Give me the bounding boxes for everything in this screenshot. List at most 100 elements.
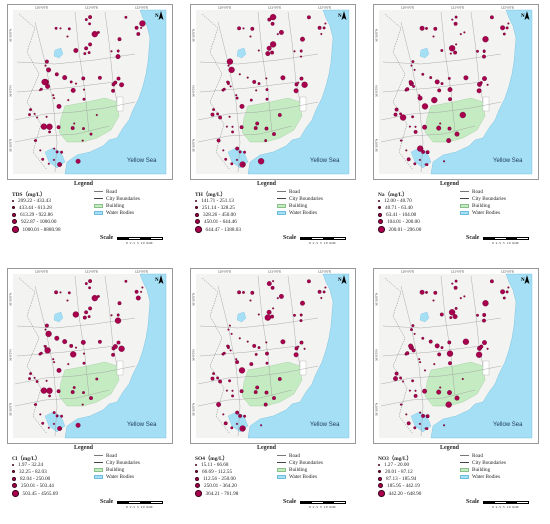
sample-point [449,52,452,55]
city-boundary [201,13,231,171]
sample-point [82,361,86,365]
sample-point [55,150,59,154]
sample-point [437,88,442,93]
sample-point [53,147,56,150]
airport [299,96,307,112]
sample-point [229,349,232,352]
sample-point [136,32,141,36]
sample-point [447,76,451,80]
sample-point [405,149,408,152]
sample-point [394,107,399,112]
sample-point [425,150,430,155]
lat-tick-label: 36°0'0"N [9,85,13,97]
sample-point [463,31,466,34]
legend-title: Legend [440,445,460,451]
sample-point [243,150,247,154]
north-arrow-icon: N [155,275,164,284]
sample-point [300,36,305,42]
sample-point [237,290,242,295]
sample-point [269,13,277,21]
sample-point [222,351,226,355]
airport [299,360,307,376]
sample-point [81,139,84,142]
reservoir [236,47,247,59]
sample-point [447,87,453,93]
sample-point [418,94,421,97]
sample-point [237,26,242,31]
scale-units: 0 2.5 5 10 KM [492,241,520,245]
sample-point [67,291,71,295]
sample-point [255,89,258,92]
sample-point [75,422,81,428]
legend-class-5: 644.47 - 1388.03 [195,226,241,233]
sample-point [270,21,275,26]
sample-point [434,343,440,349]
sample-point [486,83,489,86]
sample-point [453,21,458,26]
sample-point [56,125,61,130]
sample-point [70,87,76,93]
sample-point [411,60,415,64]
sample-point [265,361,269,365]
sea-area [430,273,533,439]
sample-point [278,293,284,299]
urban-area [58,361,120,407]
sample-point [400,403,403,406]
lat-tick-label: 36°30'0"N [192,293,196,306]
sample-point [459,297,462,300]
sample-point [276,297,279,300]
lon-tick-label: 122°0'0"E [501,6,514,10]
lon-tick-label: 120°0'0"E [401,270,414,274]
sample-point [45,83,51,89]
airport [482,96,490,112]
legend-class-4: 185.95 - 442.19 [378,482,420,489]
sample-point [265,88,269,92]
sample-point [270,285,275,290]
sample-point [413,162,417,166]
reservoir [236,311,247,323]
lat-tick-label: 36°0'0"N [375,85,379,97]
sample-point [239,125,244,130]
sample-point [414,125,417,128]
sample-point [422,388,428,394]
sample-point [393,376,398,382]
sample-point [421,103,429,110]
map-frame: 120°0'0"E 121°0'0"E 122°0'0"E 36°30'0"N 36°… [190,4,356,180]
sample-point [410,328,413,332]
sample-point [265,341,268,344]
sea-label: Yellow Sea [127,158,157,164]
sample-point [421,336,425,340]
urban-area [424,361,486,407]
legend-class-2: 32.25 - 82.03 [12,468,47,475]
sample-point [34,403,38,406]
sample-point [454,306,458,310]
sample-point [118,345,125,352]
sample-point [69,80,73,84]
sampling-points [210,279,327,432]
sample-point [80,339,86,345]
sample-point [411,324,415,328]
sample-point [299,313,303,317]
sample-point [482,54,486,59]
sample-point [462,338,470,345]
sample-point [301,81,308,88]
legend-road: Road [94,452,117,459]
sample-point [52,158,55,161]
sample-point [243,414,247,418]
sample-point [82,391,85,395]
sample-point [242,27,245,30]
sample-point [44,347,51,354]
legend-class-1: 209.22 - 433.43 [12,197,51,204]
sample-point [413,332,416,335]
sample-point [489,279,494,284]
sample-point [306,279,311,284]
sample-point [482,312,487,317]
sample-point [135,295,141,301]
sample-point [88,286,92,290]
sample-point [421,413,426,418]
legend-class-1: 15.11 - 66.68 [195,461,228,468]
sample-point [110,50,113,53]
sampling-points [393,15,510,167]
sample-point [225,389,228,392]
sample-point [476,313,479,317]
